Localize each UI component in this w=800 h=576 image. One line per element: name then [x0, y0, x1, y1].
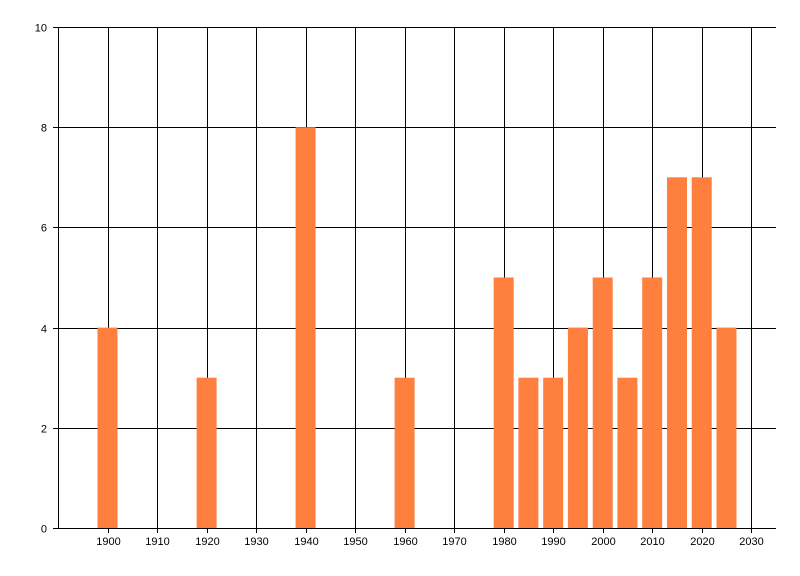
bar-2020 [691, 177, 712, 529]
y-axis-ticks: 0 2 4 6 8 10 [35, 23, 58, 536]
bars [97, 127, 737, 529]
bar-1900 [97, 327, 118, 528]
bar-2010 [642, 277, 663, 528]
x-tick-label: 1910 [145, 536, 169, 548]
bar-2000 [592, 277, 613, 528]
bar-1980 [493, 277, 514, 528]
y-tick-label: 4 [41, 324, 47, 336]
x-tick-label: 2010 [640, 536, 664, 548]
axes [58, 27, 776, 529]
x-tick-label: 1980 [492, 536, 516, 548]
bar-1985 [518, 377, 539, 528]
y-tick-label: 6 [41, 223, 47, 235]
x-axis-ticks: 1900 1910 1920 1930 1940 1950 1960 1970 1980 1990… [96, 528, 764, 548]
bar-1920 [196, 377, 217, 528]
bar-2005 [617, 377, 638, 528]
bar-1960 [394, 377, 415, 528]
x-tick-label: 1900 [96, 536, 120, 548]
y-tick-label: 0 [41, 524, 47, 536]
x-tick-label: 1950 [343, 536, 367, 548]
bar-1940 [295, 127, 316, 528]
x-tick-label: 1970 [442, 536, 466, 548]
x-tick-label: 1930 [244, 536, 268, 548]
x-tick-label: 1940 [294, 536, 318, 548]
bar-2015 [667, 177, 687, 529]
x-tick-label: 1920 [195, 536, 219, 548]
y-tick-label: 2 [41, 424, 47, 436]
x-tick-label: 1960 [393, 536, 417, 548]
bar-2025 [716, 327, 737, 528]
x-tick-label: 1990 [541, 536, 565, 548]
bar-1995 [567, 327, 588, 528]
y-tick-label: 10 [35, 23, 47, 35]
x-tick-label: 2000 [591, 536, 615, 548]
x-tick-label: 2030 [739, 536, 763, 548]
bar-1990 [543, 377, 564, 528]
y-tick-label: 8 [41, 123, 47, 135]
x-tick-label: 2020 [690, 536, 714, 548]
